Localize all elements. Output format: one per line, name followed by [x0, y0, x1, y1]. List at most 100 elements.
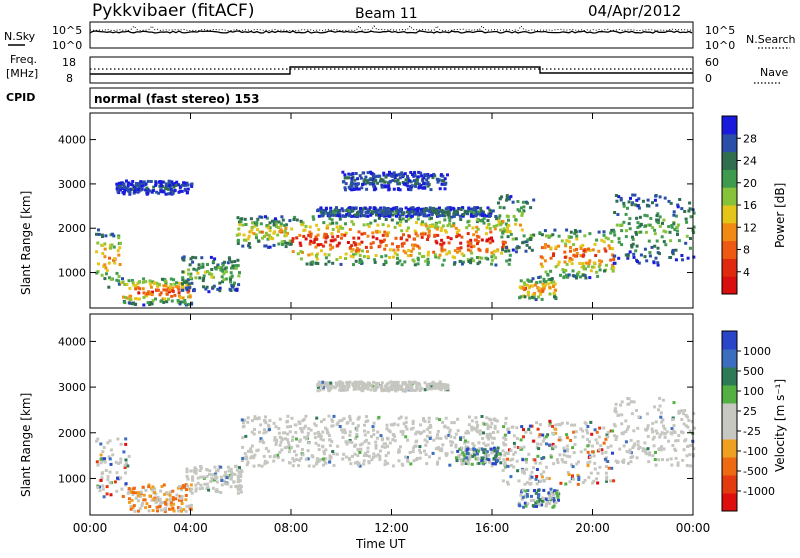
data-cell: [622, 458, 626, 462]
data-cell: [427, 416, 431, 420]
data-cell: [586, 431, 589, 435]
data-cell: [294, 453, 298, 457]
data-cell: [169, 500, 173, 504]
data-cell: [519, 438, 523, 442]
colorbar-swatch: [722, 403, 737, 422]
data-cell: [563, 449, 567, 453]
data-cell: [544, 435, 548, 439]
data-cell: [603, 247, 607, 251]
data-cell: [108, 276, 111, 280]
data-cell: [254, 233, 258, 237]
data-cell: [265, 460, 269, 464]
data-cell: [589, 420, 593, 424]
data-cell: [100, 476, 104, 480]
data-cell: [521, 200, 525, 204]
data-cell: [351, 422, 355, 425]
data-cell: [274, 443, 278, 446]
data-cell: [569, 230, 573, 234]
data-cell: [521, 488, 525, 492]
data-cell: [432, 172, 436, 176]
data-cell: [509, 475, 513, 479]
data-cell: [692, 231, 696, 234]
data-cell: [226, 261, 230, 265]
data-cell: [137, 494, 141, 498]
data-cell: [689, 444, 693, 447]
colorbar-tick-label: 1000: [743, 345, 771, 358]
data-cell: [380, 179, 384, 183]
data-cell: [613, 211, 617, 214]
data-cell: [436, 385, 440, 389]
data-cell: [96, 463, 100, 467]
data-cell: [503, 453, 507, 457]
data-cell: [123, 188, 127, 192]
data-cell: [678, 198, 682, 201]
data-cell: [685, 454, 689, 458]
data-cell: [476, 206, 479, 210]
data-cell: [573, 443, 577, 446]
data-cell: [178, 484, 182, 488]
data-cell: [363, 231, 367, 235]
data-cell: [503, 461, 507, 465]
data-cell: [178, 294, 181, 298]
data-cell: [121, 187, 125, 190]
data-cell: [181, 288, 185, 292]
data-cell: [639, 230, 643, 234]
data-cell: [613, 409, 617, 413]
data-cell: [459, 208, 463, 211]
data-cell: [96, 241, 100, 245]
data-cell: [580, 265, 584, 269]
colorbar-tick-label: 16: [743, 199, 757, 212]
data-cell: [132, 504, 136, 508]
data-cell: [184, 498, 188, 502]
data-cell: [95, 439, 99, 443]
data-cell: [403, 381, 407, 385]
data-cell: [273, 436, 277, 440]
data-cell: [266, 245, 270, 249]
data-cell: [570, 463, 573, 467]
data-cell: [628, 250, 632, 254]
data-cell: [219, 268, 223, 272]
data-cell: [500, 235, 504, 239]
data-cell: [436, 233, 440, 237]
data-cell: [655, 431, 659, 435]
data-cell: [343, 233, 347, 237]
data-cell: [535, 421, 539, 425]
data-cell: [468, 415, 471, 419]
data-cell: [185, 286, 189, 290]
data-cell: [132, 487, 136, 491]
data-cell: [374, 446, 378, 450]
data-cell: [315, 459, 319, 463]
data-cell: [634, 230, 638, 234]
freq-label-2: [MHz]: [6, 67, 38, 80]
data-cell: [432, 385, 436, 389]
data-cell: [488, 237, 491, 241]
data-cell: [501, 479, 505, 483]
data-cell: [293, 215, 297, 219]
data-cell: [118, 188, 122, 192]
data-cell: [374, 440, 378, 444]
data-cell: [489, 230, 493, 234]
data-cell: [612, 479, 616, 483]
data-cell: [394, 210, 398, 214]
data-cell: [352, 253, 356, 257]
data-cell: [493, 227, 497, 231]
data-cell: [540, 287, 544, 291]
data-cell: [648, 251, 652, 255]
data-cell: [539, 290, 543, 294]
data-cell: [186, 187, 190, 191]
data-cell: [358, 174, 362, 178]
data-cell: [506, 482, 510, 486]
data-cell: [657, 408, 660, 412]
data-cell: [598, 448, 602, 452]
data-cell: [385, 427, 389, 431]
data-cell: [539, 275, 542, 279]
data-cell: [427, 386, 431, 390]
data-cell: [361, 207, 365, 211]
data-cell: [485, 422, 489, 426]
data-cell: [252, 464, 256, 468]
data-cell: [509, 449, 513, 452]
data-cell: [527, 279, 531, 283]
data-cell: [308, 225, 312, 229]
data-cell: [450, 450, 454, 454]
